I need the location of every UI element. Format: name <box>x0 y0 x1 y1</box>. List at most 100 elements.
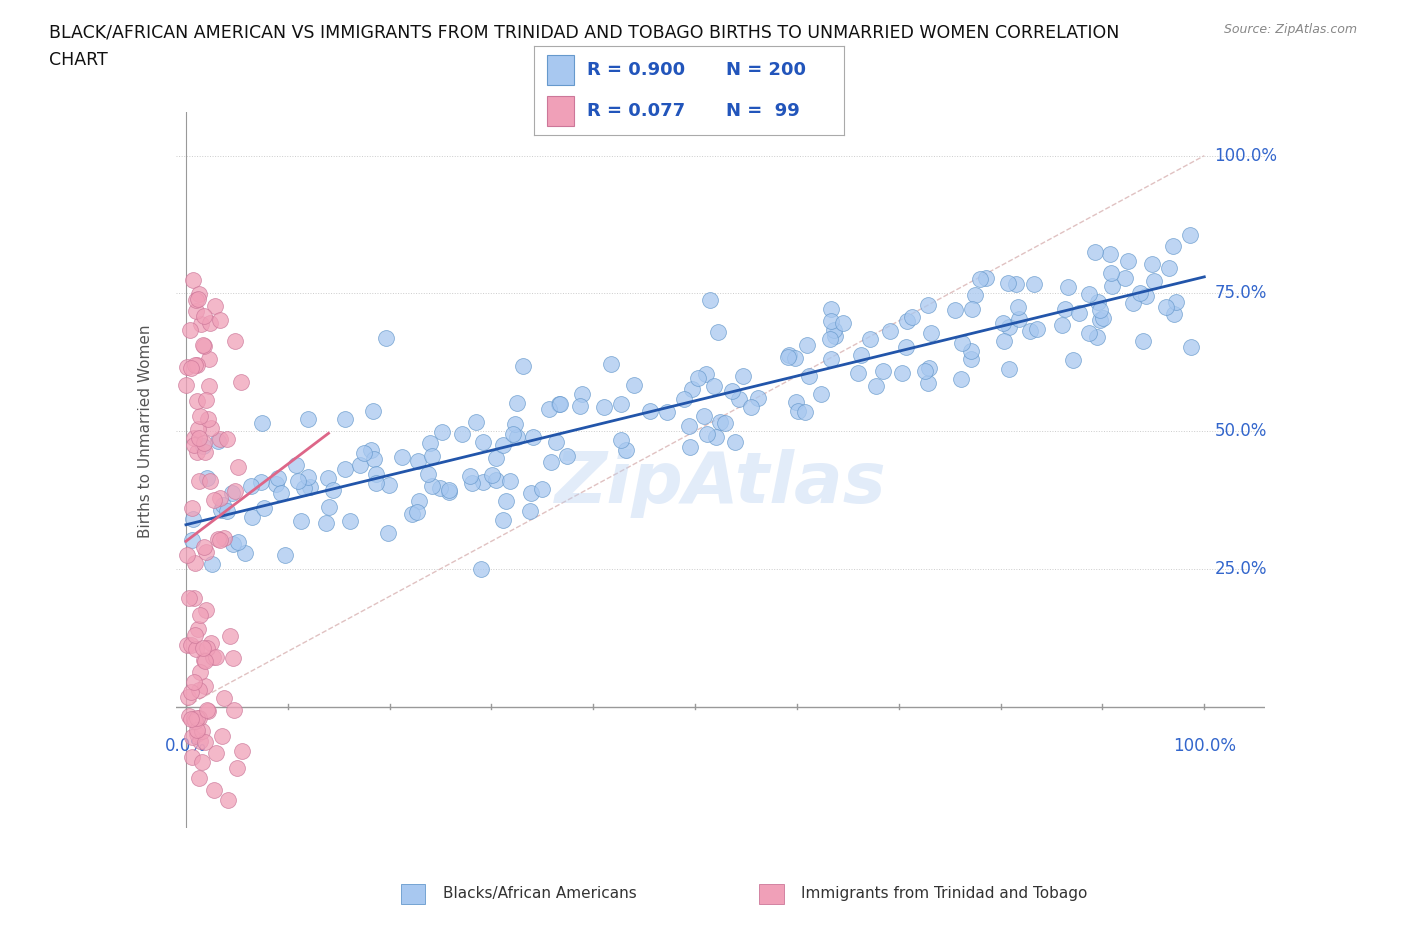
Point <box>1007 300 1029 315</box>
Point <box>1164 294 1187 309</box>
Point <box>224 333 246 348</box>
Point <box>188 734 211 749</box>
Text: 100.0%: 100.0% <box>1215 147 1278 165</box>
Point <box>194 445 217 459</box>
Point <box>998 320 1021 335</box>
Point <box>610 432 633 447</box>
Point <box>180 638 202 653</box>
Point <box>485 451 508 466</box>
Point <box>190 724 212 738</box>
Point <box>193 652 215 667</box>
Point <box>506 430 529 445</box>
Point <box>322 482 344 497</box>
Point <box>184 642 207 657</box>
Point <box>950 336 973 351</box>
Point <box>197 412 219 427</box>
Point <box>205 649 228 664</box>
Point <box>1122 296 1144 311</box>
Point <box>377 525 399 540</box>
Point <box>188 683 211 698</box>
Point <box>1088 313 1111 328</box>
Point <box>180 684 202 699</box>
Text: BLACK/AFRICAN AMERICAN VS IMMIGRANTS FROM TRINIDAD AND TOBAGO BIRTHS TO UNMARRIE: BLACK/AFRICAN AMERICAN VS IMMIGRANTS FRO… <box>49 23 1119 41</box>
Point <box>364 466 387 481</box>
Text: ZipAtlas: ZipAtlas <box>555 449 886 518</box>
Point <box>1143 273 1166 288</box>
Point <box>1078 326 1101 340</box>
Point <box>1114 271 1136 286</box>
Point <box>655 405 678 419</box>
Point <box>1101 278 1123 293</box>
Point <box>201 556 224 571</box>
Text: Immigrants from Trinidad and Tobago: Immigrants from Trinidad and Tobago <box>801 886 1088 901</box>
Point <box>696 426 718 441</box>
Point <box>408 494 430 509</box>
Point <box>188 711 211 725</box>
Point <box>193 539 215 554</box>
Point <box>208 533 231 548</box>
Point <box>1180 339 1202 354</box>
Point <box>194 654 217 669</box>
Point <box>191 754 214 769</box>
Point <box>174 378 197 392</box>
Point <box>614 442 637 457</box>
Point <box>233 546 256 561</box>
Point <box>901 310 924 325</box>
Point <box>212 498 235 512</box>
Point <box>451 427 474 442</box>
Point <box>226 459 249 474</box>
Text: 25.0%: 25.0% <box>1215 560 1267 578</box>
Point <box>195 603 218 618</box>
Point <box>432 424 454 439</box>
Point <box>190 317 212 332</box>
Point <box>201 649 224 664</box>
Point <box>239 479 262 494</box>
Point <box>198 315 221 330</box>
Point <box>1132 334 1154 349</box>
Point <box>180 533 202 548</box>
Point <box>686 370 709 385</box>
Point <box>849 348 872 363</box>
Point <box>470 562 492 577</box>
Point <box>681 381 703 396</box>
Point <box>191 438 214 453</box>
Point <box>287 473 309 488</box>
Point <box>207 433 229 448</box>
Point <box>217 793 239 808</box>
FancyBboxPatch shape <box>401 884 426 904</box>
Point <box>177 690 200 705</box>
Point <box>191 338 214 352</box>
Point <box>1135 289 1157 304</box>
Text: 75.0%: 75.0% <box>1215 285 1267 302</box>
Point <box>704 430 727 445</box>
Point <box>797 368 820 383</box>
Point <box>491 512 513 527</box>
Point <box>401 507 423 522</box>
Point <box>228 534 250 549</box>
Point <box>202 493 225 508</box>
Point <box>195 471 218 485</box>
Point <box>219 628 242 643</box>
Point <box>472 435 495 450</box>
Point <box>810 386 832 401</box>
Point <box>315 515 337 530</box>
Point <box>179 709 201 724</box>
Point <box>592 400 614 415</box>
Point <box>485 472 508 487</box>
Point <box>187 621 209 636</box>
Point <box>214 691 236 706</box>
Point <box>960 343 983 358</box>
Point <box>522 430 544 445</box>
Point <box>179 322 201 337</box>
Point <box>492 438 515 453</box>
Point <box>969 272 991 286</box>
Point <box>188 286 211 301</box>
Text: N =  99: N = 99 <box>725 102 800 120</box>
Point <box>198 352 221 366</box>
Point <box>896 313 918 328</box>
Point <box>1084 245 1107 259</box>
Point <box>1163 238 1185 253</box>
Point <box>778 348 800 363</box>
Point <box>1178 227 1201 242</box>
Point <box>1088 302 1111 317</box>
